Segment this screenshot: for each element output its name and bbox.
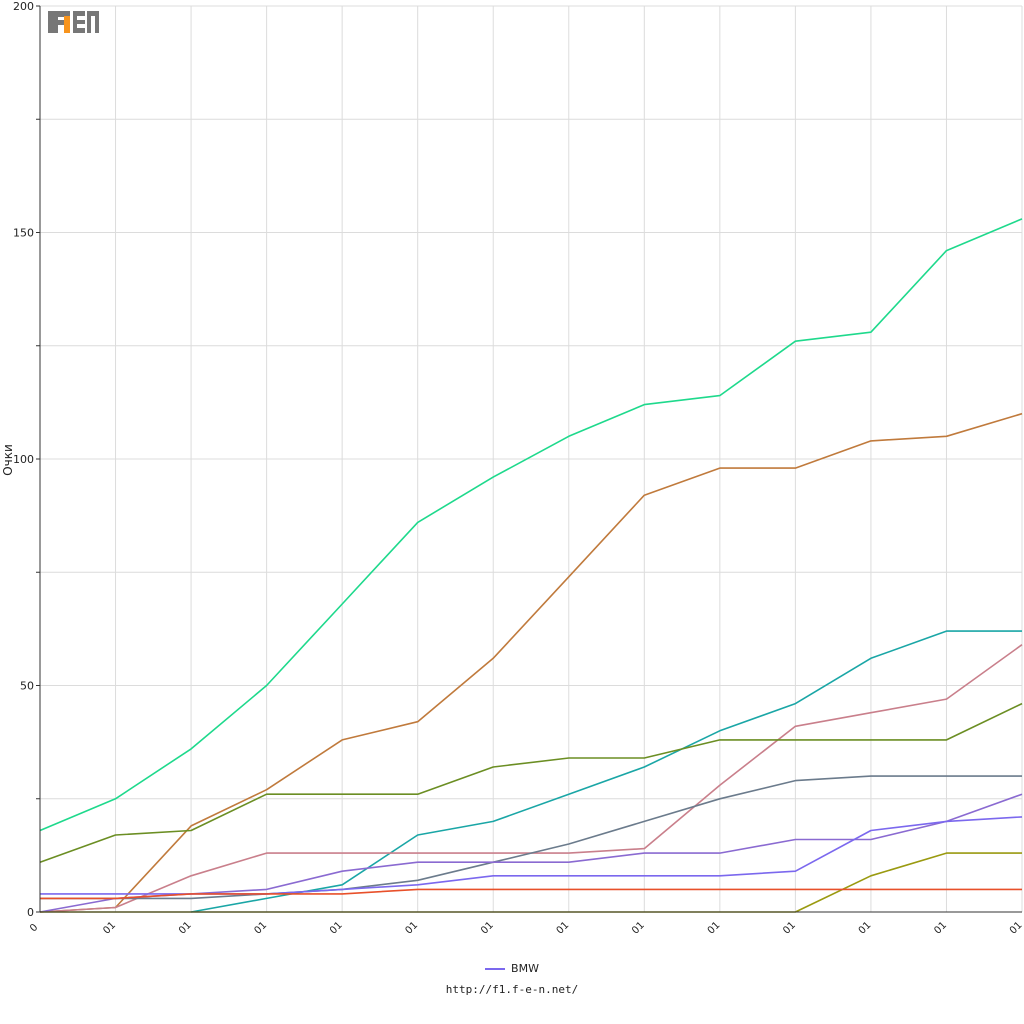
logo-mark <box>48 11 99 33</box>
series-line-10 <box>40 888 1022 900</box>
source-url: http://f1.f-e-n.net/ <box>445 983 579 996</box>
x-tick-label: 01 <box>479 920 496 937</box>
x-tick-label: 01 <box>252 920 269 937</box>
x-tick-label: 01 <box>328 920 345 937</box>
legend-label: BMW <box>511 962 539 975</box>
series-line-6 <box>40 775 1022 900</box>
chart-grid <box>39 5 1023 913</box>
x-tick-label: 0 <box>28 922 40 934</box>
series-line-1 <box>39 218 1023 832</box>
y-axis-label: Очки <box>1 444 15 476</box>
x-tick-label: 01 <box>101 920 118 937</box>
x-axis-ticks: 0 01 01 01 01 01 01 01 01 01 01 01 01 01 <box>28 920 1024 937</box>
y-tick-label: 150 <box>13 227 34 240</box>
y-tick-label: 0 <box>27 906 34 919</box>
x-tick-label: 01 <box>781 920 798 937</box>
x-tick-label: 01 <box>932 920 949 937</box>
series-line-8 <box>40 816 1023 895</box>
series-line-5 <box>39 702 1023 863</box>
x-tick-label: 01 <box>177 920 194 937</box>
x-tick-label: 01 <box>1008 920 1024 937</box>
f1en-logo <box>46 8 100 36</box>
chart-series-group <box>39 218 1023 913</box>
series-line-2 <box>39 412 1023 913</box>
chart-axes <box>36 5 1022 913</box>
legend-swatch <box>485 968 506 970</box>
x-tick-label: 01 <box>555 920 572 937</box>
y-tick-label: 200 <box>13 0 34 13</box>
y-tick-label: 50 <box>20 680 34 693</box>
y-axis-ticks: 0 50 100 150 200 <box>13 0 34 919</box>
x-tick-label: 01 <box>404 920 421 937</box>
y-tick-label: 100 <box>13 453 34 466</box>
chart-legend: BMW <box>0 962 1024 975</box>
series-line-4 <box>39 644 1023 913</box>
x-tick-label: 01 <box>706 920 723 937</box>
x-tick-label: 01 <box>630 920 647 937</box>
x-tick-label: 01 <box>857 920 874 937</box>
series-line-3 <box>190 630 1022 913</box>
